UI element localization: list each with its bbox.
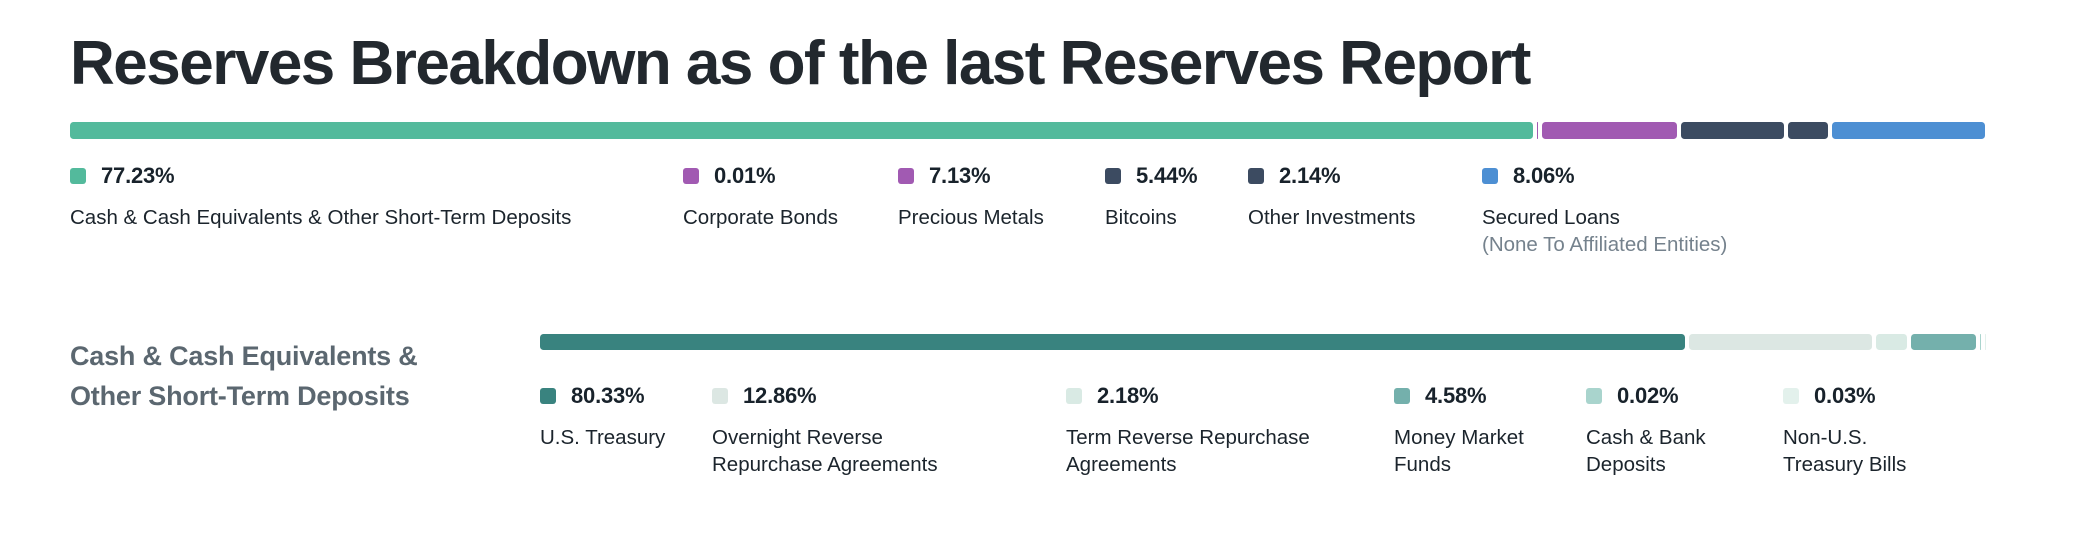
legend-item-term-reverse-repo: 2.18% Term Reverse Repurchase Agreements bbox=[1066, 383, 1346, 478]
bar-segment-money-market-funds[interactable] bbox=[1911, 334, 1976, 350]
legend-percent: 2.14% bbox=[1279, 163, 1340, 189]
legend-swatch bbox=[540, 388, 556, 404]
legend-swatch bbox=[1482, 168, 1498, 184]
legend-label: Other Investments bbox=[1248, 204, 1415, 231]
reserves-legend: 77.23% Cash & Cash Equivalents & Other S… bbox=[70, 163, 1985, 281]
bar-segment-overnight-reverse-repurchase-agreements[interactable] bbox=[1689, 334, 1872, 350]
legend-item-corporate-bonds: 0.01% Corporate Bonds bbox=[683, 163, 838, 231]
legend-item-non-us-treasury-bills: 0.03% Non-U.S. Treasury Bills bbox=[1783, 383, 1948, 478]
legend-percent: 12.86% bbox=[743, 383, 816, 409]
legend-label: Non-U.S. Treasury Bills bbox=[1783, 424, 1948, 478]
bar-segment-other-investments[interactable] bbox=[1788, 122, 1829, 139]
legend-item-other-investments: 2.14% Other Investments bbox=[1248, 163, 1415, 231]
legend-sublabel: (None To Affiliated Entities) bbox=[1482, 231, 1727, 258]
cash-equivalents-section: Cash & Cash Equivalents & Other Short-Te… bbox=[70, 334, 1985, 533]
legend-label: Term Reverse Repurchase Agreements bbox=[1066, 424, 1346, 478]
legend-percent: 5.44% bbox=[1136, 163, 1197, 189]
legend-percent: 77.23% bbox=[101, 163, 174, 189]
legend-label: Cash & Cash Equivalents & Other Short-Te… bbox=[70, 204, 571, 231]
reserves-stacked-bar bbox=[70, 122, 1985, 139]
legend-percent: 2.18% bbox=[1097, 383, 1158, 409]
legend-swatch bbox=[683, 168, 699, 184]
legend-item-us-treasury: 80.33% U.S. Treasury bbox=[540, 383, 670, 451]
legend-percent: 4.58% bbox=[1425, 383, 1486, 409]
legend-percent: 7.13% bbox=[929, 163, 990, 189]
legend-label: Bitcoins bbox=[1105, 204, 1197, 231]
legend-swatch bbox=[1783, 388, 1799, 404]
legend-label: Cash & Bank Deposits bbox=[1586, 424, 1736, 478]
cash-section-heading: Cash & Cash Equivalents & Other Short-Te… bbox=[70, 336, 442, 533]
legend-item-cash-equivalents: 77.23% Cash & Cash Equivalents & Other S… bbox=[70, 163, 571, 231]
legend-swatch bbox=[1066, 388, 1082, 404]
legend-percent: 80.33% bbox=[571, 383, 644, 409]
legend-swatch bbox=[898, 168, 914, 184]
legend-label: Precious Metals bbox=[898, 204, 1044, 231]
legend-swatch bbox=[1586, 388, 1602, 404]
legend-item-cash-bank-deposits: 0.02% Cash & Bank Deposits bbox=[1586, 383, 1736, 478]
bar-segment-secured-loans[interactable] bbox=[1832, 122, 1985, 139]
legend-item-money-market-funds: 4.58% Money Market Funds bbox=[1394, 383, 1564, 478]
legend-swatch bbox=[712, 388, 728, 404]
legend-swatch bbox=[1394, 388, 1410, 404]
legend-label: Overnight Reverse Repurchase Agreements bbox=[712, 424, 982, 478]
legend-item-precious-metals: 7.13% Precious Metals bbox=[898, 163, 1044, 231]
cash-section-chart: 80.33% U.S. Treasury 12.86% Overnight Re… bbox=[540, 334, 1985, 533]
legend-percent: 0.03% bbox=[1814, 383, 1875, 409]
legend-label: Secured Loans bbox=[1482, 204, 1727, 231]
legend-swatch bbox=[70, 168, 86, 184]
legend-percent: 0.01% bbox=[714, 163, 775, 189]
legend-item-overnight-reverse-repo: 12.86% Overnight Reverse Repurchase Agre… bbox=[712, 383, 982, 478]
cash-legend: 80.33% U.S. Treasury 12.86% Overnight Re… bbox=[540, 383, 1985, 533]
legend-percent: 0.02% bbox=[1617, 383, 1678, 409]
bar-segment-u-s-treasury[interactable] bbox=[540, 334, 1685, 350]
legend-swatch bbox=[1105, 168, 1121, 184]
bar-segment-cash-cash-equivalents-other-short-term-deposits[interactable] bbox=[70, 122, 1533, 139]
legend-label: U.S. Treasury bbox=[540, 424, 670, 451]
bar-segment-precious-metals[interactable] bbox=[1542, 122, 1677, 139]
legend-swatch bbox=[1248, 168, 1264, 184]
legend-item-secured-loans: 8.06% Secured Loans (None To Affiliated … bbox=[1482, 163, 1727, 258]
legend-item-bitcoins: 5.44% Bitcoins bbox=[1105, 163, 1197, 231]
bar-segment-term-reverse-repurchase-agreements[interactable] bbox=[1876, 334, 1907, 350]
bar-segment-bitcoins[interactable] bbox=[1681, 122, 1784, 139]
legend-percent: 8.06% bbox=[1513, 163, 1574, 189]
legend-label: Money Market Funds bbox=[1394, 424, 1564, 478]
page-title: Reserves Breakdown as of the last Reserv… bbox=[70, 30, 1985, 98]
legend-label: Corporate Bonds bbox=[683, 204, 838, 231]
cash-stacked-bar bbox=[540, 334, 1985, 350]
